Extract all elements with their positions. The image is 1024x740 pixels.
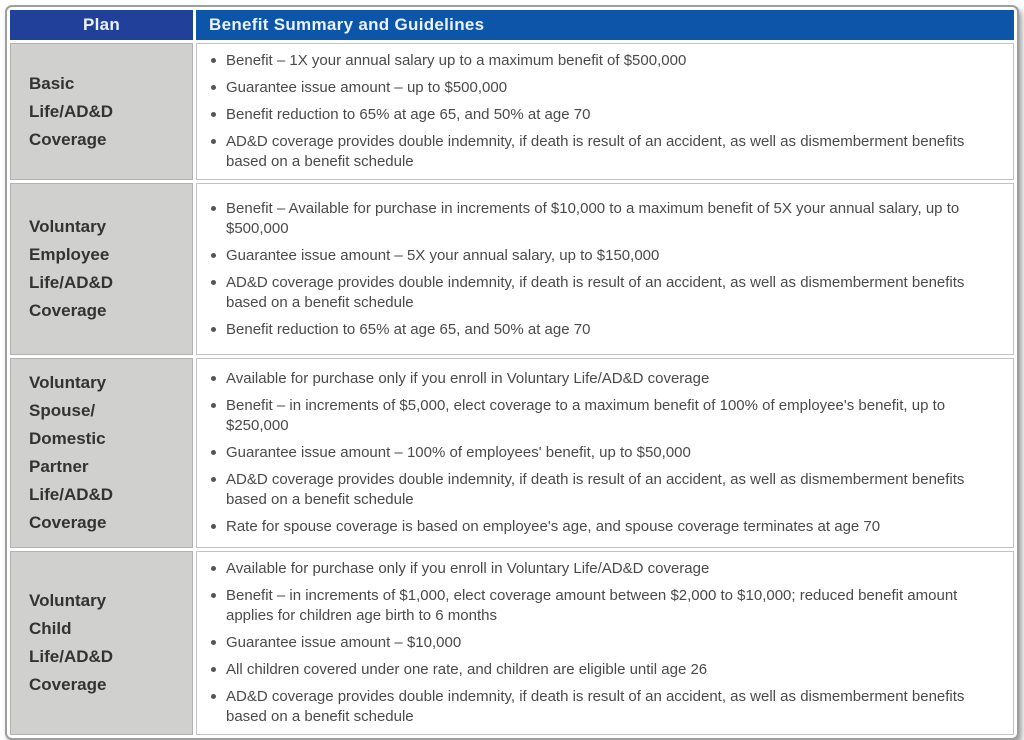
benefit-bullet-item: Benefit – Available for purchase in incr… — [208, 199, 999, 239]
bullet-icon — [211, 139, 216, 144]
header-row: Plan Benefit Summary and Guidelines — [10, 10, 1014, 40]
bullet-icon — [211, 566, 216, 571]
bullet-icon — [211, 326, 216, 332]
bullet-icon — [211, 205, 216, 211]
benefit-bullet-item: Guarantee issue amount – 5X your annual … — [208, 246, 999, 266]
benefit-bullet-text: AD&D coverage provides double indemnity,… — [226, 273, 965, 311]
plan-name-line: Coverage — [29, 675, 107, 694]
table-row: Voluntary Employee Life/AD&D Coverage Benefi… — [10, 183, 1014, 355]
benefit-bullet-text: Benefit – in increments of $5,000, elect… — [226, 397, 946, 434]
table-row: Voluntary Child Life/AD&D Coverage Available… — [10, 551, 1014, 735]
plan-name-line: Employee — [29, 245, 110, 264]
benefit-summary-cell: Available for purchase only if you enrol… — [196, 551, 1014, 735]
bullet-icon — [211, 593, 216, 598]
benefit-bullet-text: Benefit reduction to 65% at age 65, and … — [226, 106, 591, 123]
benefit-bullet-item: AD&D coverage provides double indemnity,… — [208, 470, 999, 510]
plan-name-line: Voluntary — [29, 373, 107, 392]
benefit-bullet-item: Available for purchase only if you enrol… — [208, 369, 999, 389]
table-row: Basic Life/AD&D Coverage Benefit – 1X your … — [10, 43, 1014, 180]
plan-name-cell: Voluntary Spouse/Domestic Partner Life/AD&D… — [10, 358, 193, 548]
benefit-summary-column-header: Benefit Summary and Guidelines — [196, 10, 1014, 40]
benefit-bullet-item: Benefit – in increments of $1,000, elect… — [208, 586, 999, 626]
plan-name-line: Voluntary — [29, 591, 107, 610]
bullet-icon — [211, 252, 216, 258]
bullet-icon — [211, 477, 216, 482]
benefit-bullet-text: All children covered under one rate, and… — [226, 661, 708, 678]
benefit-summary-cell: Benefit – Available for purchase in incr… — [196, 183, 1014, 355]
plan-name-line: Coverage — [29, 129, 107, 149]
bullet-icon — [211, 640, 216, 645]
plan-name-line: Life/AD&D — [29, 485, 114, 504]
benefit-bullet-item: Rate for spouse coverage is based on emp… — [208, 517, 999, 537]
benefit-bullet-item: Guarantee issue amount – up to $500,000 — [208, 78, 999, 98]
plan-name-cell: Voluntary Employee Life/AD&D Coverage — [10, 183, 193, 355]
bullet-icon — [211, 58, 216, 63]
benefit-bullet-item: All children covered under one rate, and… — [208, 660, 999, 680]
benefit-bullet-list: Benefit – Available for purchase in incr… — [208, 199, 999, 340]
benefit-bullet-text: Benefit – Available for purchase in incr… — [226, 199, 960, 237]
benefit-bullet-text: Benefit – 1X your annual salary up to a … — [226, 52, 687, 69]
benefit-bullet-list: Available for purchase only if you enrol… — [208, 559, 999, 727]
plan-name-cell: Voluntary Child Life/AD&D Coverage — [10, 551, 193, 735]
plan-name-line: Coverage — [29, 513, 107, 532]
benefit-bullet-text: AD&D coverage provides double indemnity,… — [226, 471, 965, 508]
benefit-bullet-item: AD&D coverage provides double indemnity,… — [208, 273, 999, 313]
plan-name-line: Spouse/ — [29, 401, 96, 420]
benefit-bullet-text: Guarantee issue amount – 5X your annual … — [226, 246, 660, 264]
plan-name-line: Basic — [29, 73, 75, 93]
benefit-bullet-text: Available for purchase only if you enrol… — [226, 560, 710, 577]
plan-name-line: Child — [29, 619, 72, 638]
bullet-icon — [211, 376, 216, 381]
benefit-bullet-text: AD&D coverage provides double indemnity,… — [226, 688, 965, 725]
benefit-bullet-text: Benefit reduction to 65% at age 65, and … — [226, 320, 591, 338]
benefit-bullet-item: Guarantee issue amount – 100% of employe… — [208, 443, 999, 463]
benefit-bullet-list: Available for purchase only if you enrol… — [208, 369, 999, 537]
bullet-icon — [211, 85, 216, 90]
benefit-bullet-text: Guarantee issue amount – up to $500,000 — [226, 79, 508, 96]
benefit-summary-cell: Benefit – 1X your annual salary up to a … — [196, 43, 1014, 180]
bullet-icon — [211, 694, 216, 699]
table-body: Basic Life/AD&D Coverage Benefit – 1X your … — [10, 43, 1014, 735]
bullet-icon — [211, 524, 216, 529]
benefit-bullet-text: AD&D coverage provides double indemnity,… — [226, 133, 965, 170]
plan-name-line: Coverage — [29, 301, 107, 320]
plan-name-line: Life/AD&D — [29, 101, 114, 121]
bullet-icon — [211, 403, 216, 408]
benefit-bullet-text: Benefit – in increments of $1,000, elect… — [226, 587, 958, 624]
benefit-bullet-item: Benefit – 1X your annual salary up to a … — [208, 51, 999, 71]
benefit-bullet-list: Benefit – 1X your annual salary up to a … — [208, 51, 999, 172]
benefit-bullet-item: AD&D coverage provides double indemnity,… — [208, 132, 999, 172]
benefit-bullet-text: Available for purchase only if you enrol… — [226, 370, 710, 387]
benefit-summary-cell: Available for purchase only if you enrol… — [196, 358, 1014, 548]
plan-name-line: Life/AD&D — [29, 647, 114, 666]
bullet-icon — [211, 279, 216, 285]
benefit-bullet-item: Guarantee issue amount – $10,000 — [208, 633, 999, 653]
plan-column-header: Plan — [10, 10, 193, 40]
plan-name-line: Partner — [29, 457, 89, 476]
benefit-bullet-item: Benefit reduction to 65% at age 65, and … — [208, 105, 999, 125]
table-row: Voluntary Spouse/Domestic Partner Life/AD&D… — [10, 358, 1014, 548]
benefits-table: Plan Benefit Summary and Guidelines Basi… — [5, 5, 1019, 740]
plan-name-cell: Basic Life/AD&D Coverage — [10, 43, 193, 180]
benefit-bullet-item: Benefit reduction to 65% at age 65, and … — [208, 320, 999, 340]
benefit-bullet-item: AD&D coverage provides double indemnity,… — [208, 687, 999, 727]
bullet-icon — [211, 667, 216, 672]
plan-name-line: Domestic — [29, 429, 106, 448]
bullet-icon — [211, 112, 216, 117]
benefit-bullet-item: Available for purchase only if you enrol… — [208, 559, 999, 579]
table-header: Plan Benefit Summary and Guidelines — [10, 10, 1014, 40]
benefit-bullet-item: Benefit – in increments of $5,000, elect… — [208, 396, 999, 436]
bullet-icon — [211, 450, 216, 455]
benefit-bullet-text: Guarantee issue amount – 100% of employe… — [226, 444, 691, 461]
benefit-bullet-text: Guarantee issue amount – $10,000 — [226, 634, 462, 651]
benefit-bullet-text: Rate for spouse coverage is based on emp… — [226, 518, 881, 535]
plan-name-line: Life/AD&D — [29, 273, 114, 292]
plan-name-line: Voluntary — [29, 217, 107, 236]
